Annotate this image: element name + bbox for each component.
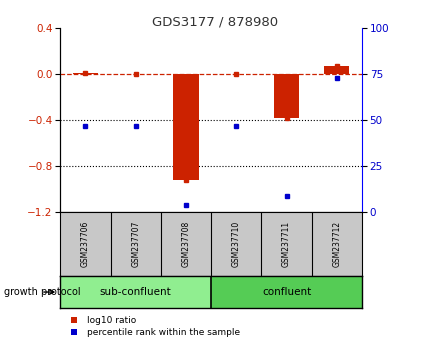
Text: GSM237706: GSM237706 bbox=[81, 221, 90, 268]
Text: GSM237707: GSM237707 bbox=[131, 221, 140, 268]
Text: confluent: confluent bbox=[261, 287, 310, 297]
Bar bbox=[273, 74, 298, 118]
Text: GDS3177 / 878980: GDS3177 / 878980 bbox=[152, 16, 278, 29]
Bar bbox=[211, 276, 361, 308]
Text: GSM237708: GSM237708 bbox=[181, 221, 190, 267]
Text: growth protocol: growth protocol bbox=[4, 287, 81, 297]
Text: GSM237712: GSM237712 bbox=[332, 221, 341, 267]
Bar bbox=[60, 276, 211, 308]
Text: GSM237710: GSM237710 bbox=[231, 221, 240, 267]
Bar bbox=[73, 73, 98, 74]
Text: GSM237711: GSM237711 bbox=[282, 221, 290, 267]
Bar bbox=[173, 74, 198, 180]
Bar bbox=[324, 66, 349, 74]
Legend: log10 ratio, percentile rank within the sample: log10 ratio, percentile rank within the … bbox=[64, 316, 239, 337]
Text: sub-confluent: sub-confluent bbox=[100, 287, 171, 297]
